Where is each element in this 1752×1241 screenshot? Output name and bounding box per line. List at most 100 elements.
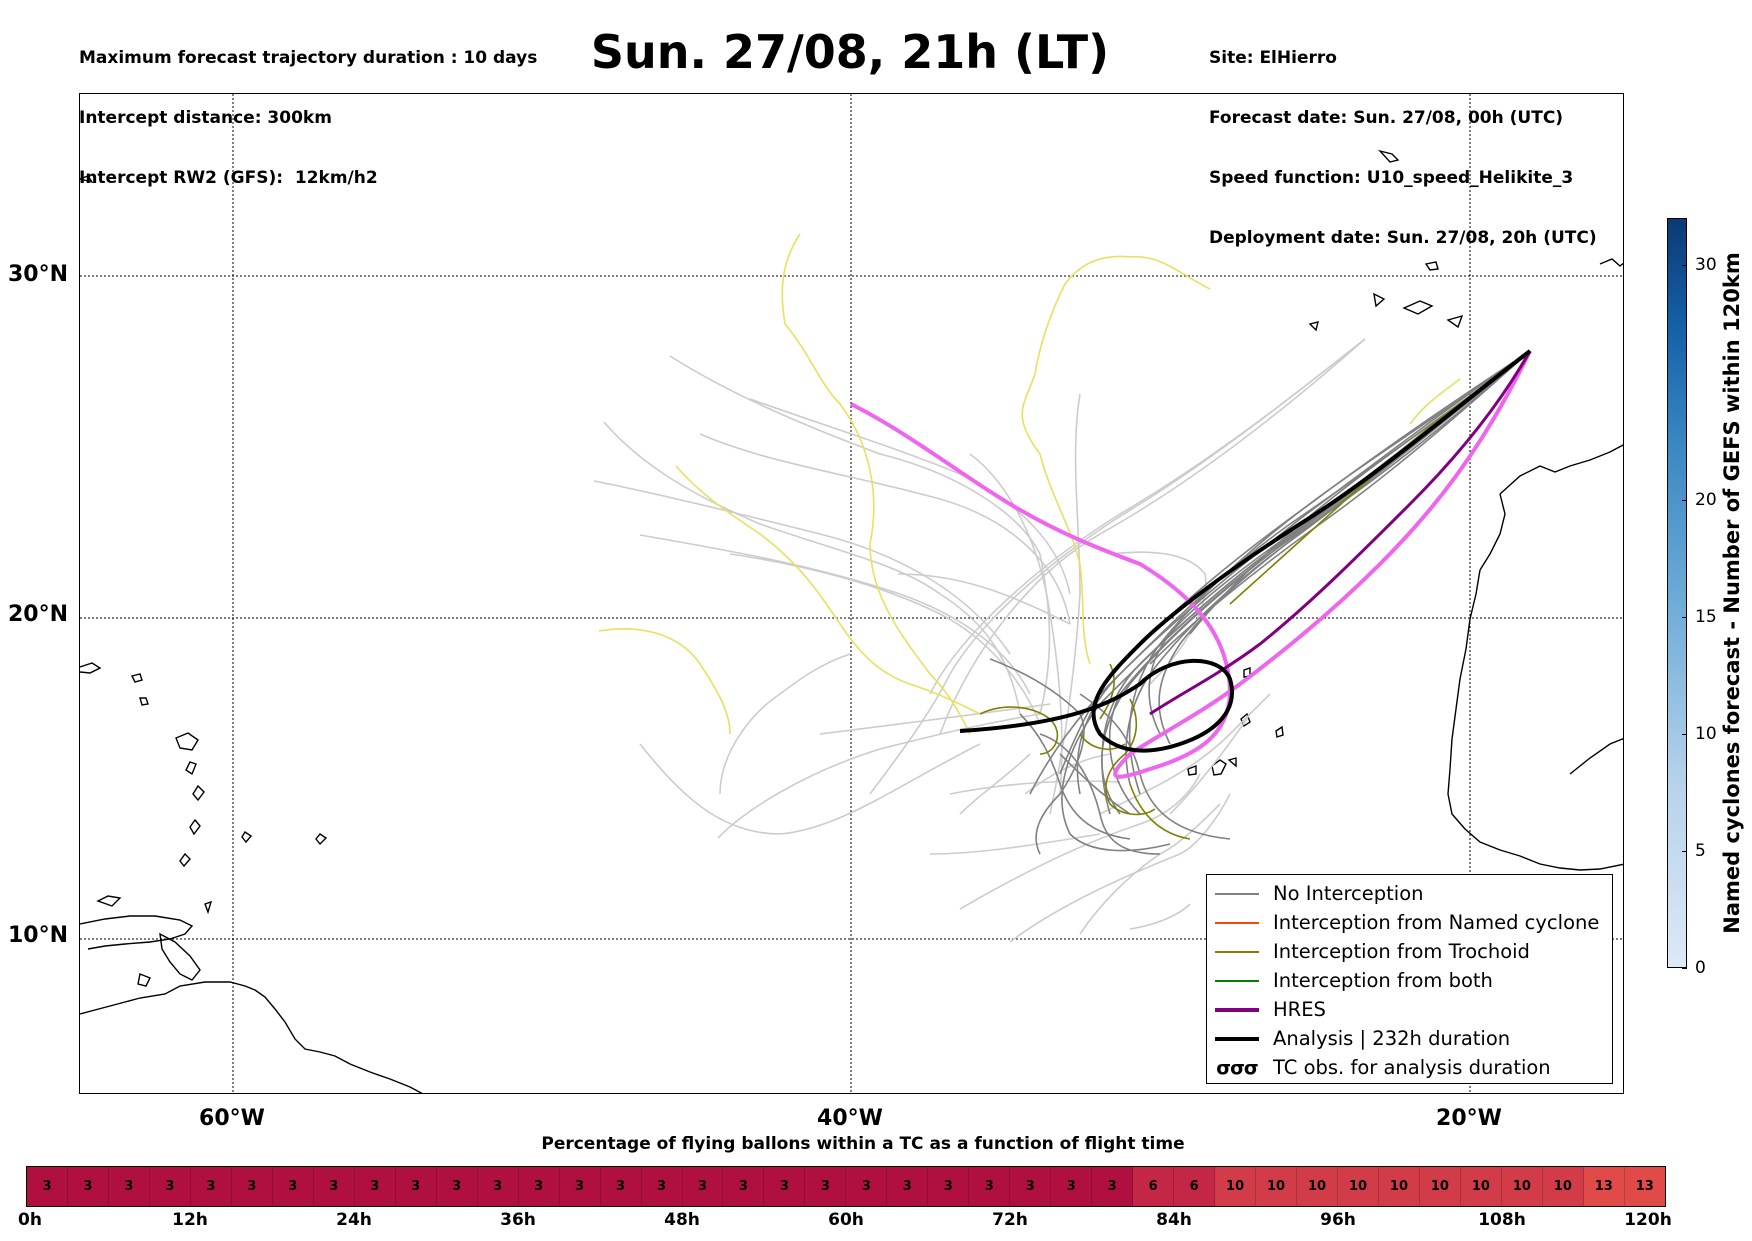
intercept-rw2-text: Intercept RW2 (GFS): 12km/h2 xyxy=(79,168,378,188)
flight-bar-cell: 3 xyxy=(846,1167,888,1206)
legend-swatch xyxy=(1215,950,1259,953)
flight-bar-cell: 3 xyxy=(518,1167,560,1206)
lat-label-10n: 10°N xyxy=(8,923,69,948)
flight-bar-cell: 3 xyxy=(928,1167,970,1206)
flight-bar-cell: 10 xyxy=(1460,1167,1502,1206)
map-legend: No Interception Interception from Named … xyxy=(1206,874,1613,1084)
flight-bar-cell: 3 xyxy=(190,1167,232,1206)
flight-bar-cell: 10 xyxy=(1419,1167,1461,1206)
legend-label: Interception from both xyxy=(1273,969,1493,992)
flight-bar-tick-label: 120h xyxy=(1624,1210,1672,1230)
colorbar-tick-20: 20 xyxy=(1695,490,1717,510)
flight-bar-cell: 3 xyxy=(108,1167,150,1206)
deployment-date-text: Deployment date: Sun. 27/08, 20h (UTC) xyxy=(1209,228,1597,248)
flight-bar-cell: 3 xyxy=(395,1167,437,1206)
trajectory-duration-text: Maximum forecast trajectory duration : 1… xyxy=(79,48,538,68)
graticule xyxy=(80,94,1623,1093)
flight-bar-cell: 3 xyxy=(600,1167,642,1206)
colorbar-tick-mark xyxy=(1682,265,1687,266)
legend-label: Interception from Trochoid xyxy=(1273,940,1530,963)
flight-bar-tick-label: 12h xyxy=(172,1210,208,1230)
colorbar-tick-10: 10 xyxy=(1695,724,1717,744)
flight-bar-cell: 10 xyxy=(1338,1167,1379,1206)
flight-bar-cell: 3 xyxy=(1051,1167,1093,1206)
colorbar-tick-mark xyxy=(1682,500,1687,501)
flight-bar-cell: 10 xyxy=(1501,1167,1543,1206)
legend-item-trochoid: Interception from Trochoid xyxy=(1207,937,1612,966)
legend-label: No Interception xyxy=(1273,882,1424,905)
colorbar-tick-5: 5 xyxy=(1695,841,1706,861)
flight-bar-cell: 13 xyxy=(1583,1167,1625,1206)
tc-symbol-icon: σσσ xyxy=(1216,1056,1258,1079)
flight-bar-cell: 3 xyxy=(272,1167,314,1206)
flight-bar-cell: 3 xyxy=(27,1167,68,1206)
flight-bar-tick-label: 96h xyxy=(1320,1210,1356,1230)
legend-swatch xyxy=(1215,1036,1259,1041)
legend-swatch xyxy=(1215,979,1259,982)
legend-label: Analysis | 232h duration xyxy=(1273,1027,1511,1050)
legend-item-named-cyclone: Interception from Named cyclone xyxy=(1207,908,1612,937)
legend-label: Interception from Named cyclone xyxy=(1273,911,1600,934)
flight-bar-cell: 6 xyxy=(1133,1167,1175,1206)
forecast-settings: Maximum forecast trajectory duration : 1… xyxy=(79,8,537,208)
colorbar-gradient xyxy=(1668,219,1686,967)
legend-label: TC obs. for analysis duration xyxy=(1273,1056,1551,1079)
flight-bar-cell: 3 xyxy=(354,1167,396,1206)
analysis-track xyxy=(959,349,1532,753)
flight-bar-tick-label: 72h xyxy=(992,1210,1028,1230)
lon-label-60w: 60°W xyxy=(199,1106,265,1131)
flight-bar-cell: 10 xyxy=(1215,1167,1257,1206)
flight-bar-cell: 3 xyxy=(764,1167,806,1206)
flight-bar-cell: 3 xyxy=(1010,1167,1052,1206)
lon-label-20w: 20°W xyxy=(1436,1106,1502,1131)
flight-percentage-bar: 3 3 3 3 3 3 3 3 3 3 3 3 3 3 3 3 3 3 3 3 3 3 3 3 3 3 3 6 6 10 10 10 10 10 1… xyxy=(26,1166,1666,1207)
forecast-date-text: Forecast date: Sun. 27/08, 00h (UTC) xyxy=(1209,108,1564,128)
flight-bar-cell: 3 xyxy=(149,1167,191,1206)
flight-bar-cell: 3 xyxy=(559,1167,601,1206)
colorbar-tick-mark xyxy=(1682,851,1687,852)
legend-item-no-interception: No Interception xyxy=(1207,879,1612,908)
hres-track-inner xyxy=(1149,350,1532,716)
hres-track xyxy=(850,350,1532,779)
colorbar-tick-mark xyxy=(1682,968,1687,969)
legend-swatch xyxy=(1215,892,1259,895)
legend-swatch xyxy=(1215,1007,1259,1012)
legend-item-hres: HRES xyxy=(1207,995,1612,1024)
flight-bar-cell: 3 xyxy=(723,1167,765,1206)
colorbar-tick-30: 30 xyxy=(1695,255,1717,275)
flight-bar-cell: 3 xyxy=(1092,1167,1134,1206)
intercept-distance-text: Intercept distance: 300km xyxy=(79,108,332,128)
legend-item-analysis: Analysis | 232h duration xyxy=(1207,1024,1612,1053)
legend-label: HRES xyxy=(1273,998,1326,1021)
legend-item-tc-obs: σσσ TC obs. for analysis duration xyxy=(1207,1053,1612,1082)
flight-bar-cell: 3 xyxy=(682,1167,724,1206)
flight-bar-cell: 10 xyxy=(1378,1167,1420,1206)
flight-bar-cell: 10 xyxy=(1542,1167,1584,1206)
flight-bar-cell: 6 xyxy=(1174,1167,1216,1206)
flight-bar-title: Percentage of flying ballons within a TC… xyxy=(541,1134,1185,1154)
legend-item-both: Interception from both xyxy=(1207,966,1612,995)
flight-bar-tick-label: 36h xyxy=(500,1210,536,1230)
colorbar-tick-mark xyxy=(1682,617,1687,618)
colorbar-tick-0: 0 xyxy=(1695,958,1706,978)
map-canvas xyxy=(80,94,1623,1093)
flight-bar-tick-label: 0h xyxy=(18,1210,42,1230)
flight-bar-cell: 3 xyxy=(67,1167,109,1206)
flight-bar-cell: 3 xyxy=(887,1167,929,1206)
flight-bar-cell: 3 xyxy=(313,1167,355,1206)
flight-bar-tick-label: 48h xyxy=(664,1210,700,1230)
legend-swatch xyxy=(1215,921,1259,924)
flight-bar-cell: 10 xyxy=(1256,1167,1298,1206)
colorbar-tick-15: 15 xyxy=(1695,607,1717,627)
yellow-tracks xyxy=(598,233,1461,735)
light-gray-tracks xyxy=(593,338,1366,943)
flight-bar-cell: 3 xyxy=(477,1167,519,1206)
flight-bar-cell: 3 xyxy=(805,1167,847,1206)
page-title: Sun. 27/08, 21h (LT) xyxy=(590,25,1110,79)
colorbar-tick-mark xyxy=(1682,734,1687,735)
site-text: Site: ElHierro xyxy=(1209,48,1337,68)
flight-bar-cell: 3 xyxy=(436,1167,478,1206)
trajectory-map[interactable] xyxy=(79,93,1624,1094)
flight-bar-cell: 3 xyxy=(641,1167,683,1206)
flight-bar-cell: 13 xyxy=(1624,1167,1665,1206)
